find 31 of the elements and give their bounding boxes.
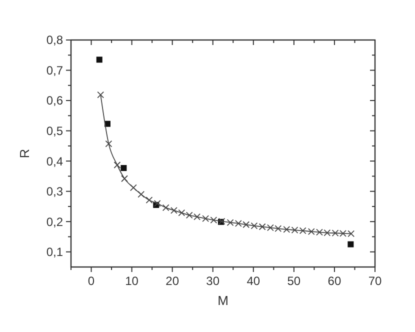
point [105, 140, 112, 148]
x-tick-label: 0 [88, 274, 95, 288]
x-axis-title: M [218, 293, 228, 308]
point [120, 165, 127, 172]
y-tick-label: 0,5 [46, 124, 64, 138]
point [121, 175, 128, 182]
x-tick-label: 60 [328, 274, 342, 288]
y-tick-label: 0,1 [46, 245, 64, 260]
y-tick-label: 0,8 [46, 33, 64, 48]
point [97, 91, 104, 98]
x-tick-label: 50 [287, 274, 301, 288]
point [130, 184, 137, 192]
x-tick-label: 70 [368, 274, 382, 288]
point [138, 190, 145, 198]
point [170, 206, 178, 214]
y-tick-label: 0,7 [46, 63, 64, 78]
y-tick-label: 0,3 [46, 184, 64, 199]
point [96, 56, 102, 63]
x-tick-label: 10 [125, 274, 139, 288]
y-tick-label: 0,4 [46, 154, 64, 168]
point [146, 196, 153, 204]
x-tick-label: 30 [206, 274, 220, 288]
y-tick-label: 0,6 [46, 94, 64, 108]
y-tick-label: 0,2 [46, 214, 64, 229]
point [114, 162, 121, 168]
point [178, 209, 186, 216]
x-tick-label: 40 [246, 274, 260, 288]
x-tick-label: 20 [166, 274, 180, 288]
point [162, 204, 170, 212]
y-axis-title: R [17, 148, 32, 158]
point [348, 241, 354, 248]
